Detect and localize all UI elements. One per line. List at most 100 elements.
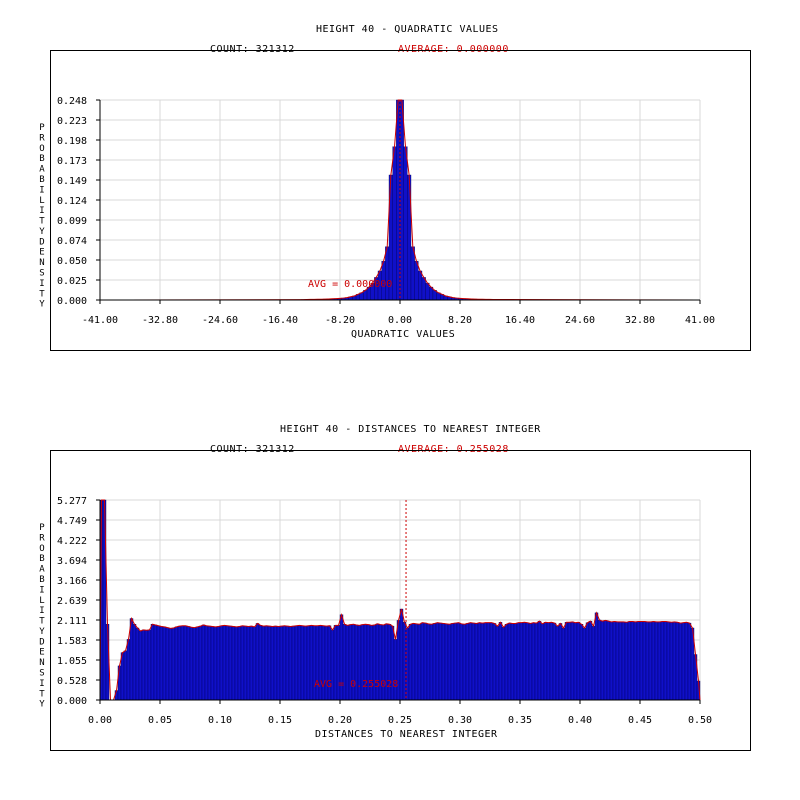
chart2-y-axis-label-letter: E <box>39 648 44 658</box>
chart1-x-tick-label: 32.80 <box>625 315 655 326</box>
chart2-bar <box>168 628 173 701</box>
chart2-y-axis-label-letter: D <box>39 637 44 647</box>
chart1-y-axis-label-letter: B <box>39 154 44 164</box>
chart2-bar <box>525 622 530 701</box>
chart1-y-tick-label: 0.173 <box>57 156 87 167</box>
chart1-y-axis-label-letter: P <box>39 123 45 133</box>
chart2-bar <box>552 622 557 701</box>
chart2-bar <box>504 623 509 701</box>
chart2-bar <box>123 650 128 701</box>
chart1-average-label: AVERAGE: 0.000000 <box>398 44 509 55</box>
chart2-bar <box>291 625 296 701</box>
chart1-x-tick-label: -24.60 <box>202 315 238 326</box>
chart1-x-tick-label: 16.40 <box>505 315 535 326</box>
chart1-y-axis-label-letter: A <box>39 165 45 175</box>
chart2-bar <box>201 624 206 701</box>
chart2-bar <box>432 623 437 701</box>
chart2-bar <box>300 625 305 701</box>
chart1-y-tick-label: 0.025 <box>57 276 87 287</box>
chart1-count-label: COUNT: 321312 <box>210 44 295 55</box>
chart2-y-tick-label: 3.166 <box>57 576 87 587</box>
chart2-bar <box>561 627 566 701</box>
chart2-y-axis-label-letter: S <box>39 669 44 679</box>
chart2-bar <box>612 621 617 701</box>
chart2-bar <box>186 626 191 701</box>
chart2-bar <box>174 626 179 701</box>
chart2-bar <box>642 621 647 701</box>
chart1-y-tick-label: 0.050 <box>57 256 87 267</box>
chart2-x-tick-label: 0.50 <box>688 715 712 726</box>
chart2-bar <box>486 622 491 701</box>
chart2-bar <box>477 622 482 701</box>
chart2-bar <box>648 621 653 701</box>
chart2-y-tick-label: 0.000 <box>57 696 87 707</box>
chart1-x-tick-label: 8.20 <box>448 315 472 326</box>
chart2-bar <box>501 627 506 701</box>
chart2-bar <box>141 629 146 701</box>
chart2-bar <box>594 612 599 701</box>
chart2-bar <box>294 625 299 701</box>
chart2-x-tick-label: 0.10 <box>208 715 232 726</box>
chart1-title: HEIGHT 40 - QUADRATIC VALUES <box>316 24 499 35</box>
chart2-bar <box>591 625 596 701</box>
chart2-bar <box>558 623 563 701</box>
chart2-bar <box>534 622 539 701</box>
chart2-bar <box>582 627 587 701</box>
chart2-bar <box>444 623 449 701</box>
chart2-bar <box>273 625 278 701</box>
chart2-bar <box>219 625 224 701</box>
chart2-bar <box>237 626 242 701</box>
chart2-y-axis-label-letter: R <box>39 533 45 543</box>
chart2-bar <box>267 625 272 701</box>
chart2-bar <box>675 622 680 701</box>
chart2-bar <box>549 622 554 701</box>
chart2-bar <box>513 623 518 701</box>
chart2-bar <box>150 623 155 701</box>
chart2-bar <box>243 625 248 701</box>
chart1-y-axis-label-letter: O <box>39 144 44 154</box>
chart2-bar <box>246 626 251 701</box>
chart2-y-axis-label-letter: T <box>39 617 45 627</box>
chart2-bar <box>438 622 443 701</box>
chart2-bar <box>129 618 134 701</box>
chart2-y-axis-label-letter: P <box>39 523 45 533</box>
chart2-bar <box>654 621 659 701</box>
chart2-bar <box>465 623 470 701</box>
chart2-bar <box>669 622 674 701</box>
chart2-bar <box>420 622 425 701</box>
chart2-x-tick-label: 0.40 <box>568 715 592 726</box>
chart2-bar <box>126 639 131 701</box>
chart2-x-tick-label: 0.15 <box>268 715 292 726</box>
chart2-density-line <box>99 499 701 701</box>
chart2-bar <box>159 626 164 701</box>
chart2-bar <box>603 620 608 701</box>
chart2-bar <box>456 622 461 701</box>
chart2-bar <box>480 622 485 701</box>
chart2-bar <box>627 621 632 701</box>
chart2-bar <box>270 626 275 701</box>
chart1-y-axis-label-letter: I <box>39 279 44 289</box>
chart2-bar <box>573 622 578 701</box>
chart2-y-tick-label: 2.639 <box>57 596 87 607</box>
chart2-bar <box>282 625 287 701</box>
chart1-y-axis-label-letter: T <box>39 217 45 227</box>
chart1-y-tick-label: 0.248 <box>57 96 87 107</box>
chart2-bar <box>555 625 560 701</box>
chart2-bar <box>471 622 476 701</box>
chart2-bar <box>264 625 269 701</box>
chart2-bar <box>678 622 683 701</box>
chart2-bar <box>306 625 311 701</box>
chart2-y-tick-label: 4.749 <box>57 516 87 527</box>
chart2-bar <box>441 623 446 701</box>
chart2-bar <box>672 621 677 701</box>
chart1-x-tick-label: -32.80 <box>142 315 178 326</box>
chart2-bar <box>585 622 590 701</box>
chart2-y-axis-label-letter: A <box>39 565 45 575</box>
chart2-y-axis-label-letter: B <box>39 554 44 564</box>
chart2-bar <box>489 622 494 701</box>
chart1-y-tick-label: 0.000 <box>57 296 87 307</box>
chart2-bar <box>276 626 281 701</box>
chart2-bar <box>522 622 527 701</box>
chart1-x-tick-label: -8.20 <box>325 315 355 326</box>
